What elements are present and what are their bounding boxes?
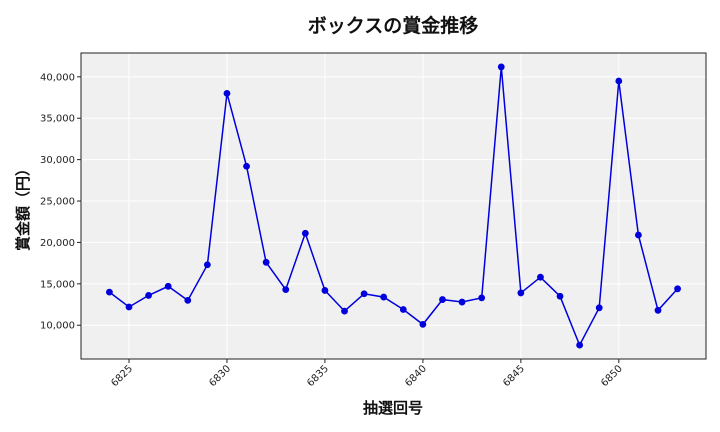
data-point bbox=[556, 292, 564, 300]
x-tick-label: 6830 bbox=[207, 363, 233, 389]
data-point bbox=[282, 286, 290, 294]
y-tick-label: 20,000 bbox=[40, 238, 75, 249]
y-tick-label: 30,000 bbox=[40, 155, 75, 166]
data-point bbox=[674, 285, 681, 293]
y-tick-label: 15,000 bbox=[40, 279, 75, 290]
chart-title: ボックスの賞金推移 bbox=[308, 14, 478, 37]
x-tick-label: 6850 bbox=[599, 363, 625, 389]
x-tick-label: 6845 bbox=[501, 363, 527, 389]
x-axis-ticks: 6825 6830 6835 6840 6845 6850 bbox=[109, 359, 625, 389]
x-tick-label: 6840 bbox=[403, 363, 429, 389]
data-point bbox=[184, 296, 192, 304]
data-point bbox=[595, 304, 603, 312]
y-tick-label: 35,000 bbox=[40, 114, 75, 125]
y-tick-label: 25,000 bbox=[40, 197, 75, 208]
data-point bbox=[262, 258, 270, 266]
data-point bbox=[399, 306, 407, 313]
data-point bbox=[576, 341, 584, 349]
x-axis-label: 抽選回号 bbox=[363, 399, 423, 417]
x-tick-label: 6825 bbox=[109, 363, 135, 389]
data-point bbox=[439, 296, 446, 303]
y-tick-label: 10,000 bbox=[40, 321, 75, 332]
data-point bbox=[203, 261, 211, 269]
y-axis-ticks: 10,000 15,000 20,000 25,000 30,000 35,000 40,0… bbox=[40, 72, 81, 332]
series-line bbox=[108, 66, 679, 347]
plot-frame bbox=[80, 52, 707, 360]
data-point bbox=[380, 293, 388, 301]
data-point bbox=[106, 288, 113, 296]
x-tick-label: 6835 bbox=[305, 363, 331, 389]
data-point bbox=[164, 282, 172, 290]
y-tick-label: 40,000 bbox=[40, 72, 75, 83]
data-point bbox=[419, 320, 427, 328]
data-point bbox=[243, 162, 250, 170]
data-point bbox=[537, 273, 544, 281]
data-point bbox=[517, 289, 525, 297]
series bbox=[106, 63, 681, 349]
data-point bbox=[478, 294, 486, 302]
data-point bbox=[635, 231, 642, 239]
data-point bbox=[497, 63, 505, 71]
y-axis-label: 賞金額（円） bbox=[14, 161, 32, 251]
data-point bbox=[125, 303, 133, 311]
grid bbox=[81, 53, 706, 359]
data-point bbox=[321, 287, 329, 294]
data-point bbox=[145, 292, 152, 299]
data-point bbox=[341, 307, 348, 315]
plot-area bbox=[81, 53, 706, 359]
data-point bbox=[654, 306, 662, 314]
data-point bbox=[615, 77, 623, 85]
data-point bbox=[458, 298, 466, 306]
data-point bbox=[360, 290, 368, 298]
data-point bbox=[223, 90, 231, 97]
data-point bbox=[301, 229, 309, 237]
